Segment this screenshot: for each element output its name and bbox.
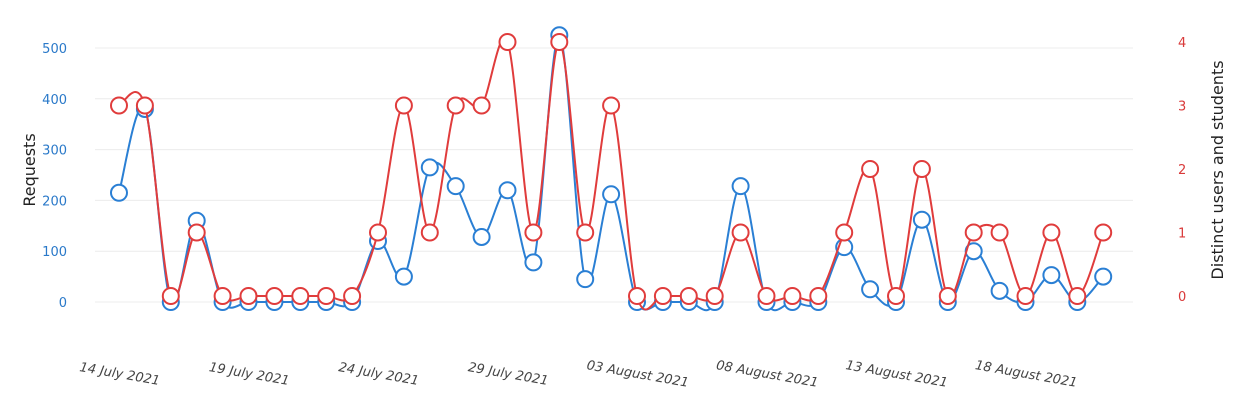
users-point xyxy=(887,287,905,305)
users-series-line xyxy=(118,37,1105,311)
users-point xyxy=(964,223,983,242)
users-point xyxy=(394,96,413,115)
users-point xyxy=(653,287,672,305)
users-point xyxy=(187,223,206,242)
y-tick-label-right: 3 xyxy=(1178,100,1186,115)
requests-point xyxy=(524,253,543,272)
y-tick-label-right: 0 xyxy=(1178,290,1186,305)
users-point xyxy=(757,287,776,305)
users-point xyxy=(990,223,1009,242)
users-point xyxy=(291,287,310,305)
y-tick-label-right: 2 xyxy=(1178,163,1186,178)
users-point xyxy=(524,223,543,242)
requests-point xyxy=(990,281,1009,300)
users-point xyxy=(420,223,439,242)
requests-point xyxy=(576,270,595,289)
y-tick-label-left: 400 xyxy=(42,93,67,108)
users-point xyxy=(369,223,387,242)
users-point xyxy=(912,160,931,178)
requests-point xyxy=(731,177,750,196)
requests-series-line xyxy=(118,34,1104,312)
users-point xyxy=(679,287,698,305)
requests-point xyxy=(420,158,439,177)
x-tick-label: 24 July 2021 xyxy=(337,360,420,389)
users-point xyxy=(239,287,258,305)
users-point xyxy=(705,287,724,305)
y-tick-label-left: 100 xyxy=(42,245,67,260)
y-tick-label-left: 300 xyxy=(42,144,67,159)
requests-point xyxy=(446,177,465,196)
requests-point xyxy=(472,227,491,246)
users-point xyxy=(550,33,569,51)
users-point xyxy=(472,96,491,115)
x-tick-label: 13 August 2021 xyxy=(844,358,948,391)
users-point xyxy=(602,96,621,115)
x-tick-label: 03 August 2021 xyxy=(585,358,689,391)
users-point xyxy=(135,96,154,115)
users-point xyxy=(343,287,362,305)
users-point xyxy=(265,287,284,305)
y-tick-label-left: 500 xyxy=(42,42,67,57)
users-point xyxy=(1042,223,1061,242)
y-axis-title-right: Distinct users and students xyxy=(1208,60,1227,279)
users-point xyxy=(213,287,232,305)
x-tick-label: 08 August 2021 xyxy=(715,358,819,391)
users-point xyxy=(1094,223,1113,242)
users-point xyxy=(446,96,465,115)
users-point xyxy=(731,223,750,242)
users-point xyxy=(317,287,336,305)
x-tick-label: 29 July 2021 xyxy=(467,360,550,389)
users-point xyxy=(1068,287,1087,305)
requests-point xyxy=(1042,266,1061,285)
requests-point xyxy=(912,210,931,229)
x-tick-label: 14 July 2021 xyxy=(78,360,161,389)
users-point xyxy=(938,287,957,305)
users-point xyxy=(1016,287,1035,305)
requests-point xyxy=(1094,267,1113,286)
users-point xyxy=(809,287,828,305)
x-tick-label: 19 July 2021 xyxy=(208,360,291,389)
users-point xyxy=(161,287,180,305)
users-point xyxy=(861,160,880,178)
y-axis-title-left: Requests xyxy=(20,133,39,206)
x-tick-label: 18 August 2021 xyxy=(974,358,1078,391)
users-point xyxy=(783,287,802,305)
y-tick-label-right: 4 xyxy=(1178,36,1186,51)
requests-point xyxy=(861,280,880,299)
users-point xyxy=(498,33,517,51)
users-point xyxy=(110,96,128,115)
y-tick-label-right: 1 xyxy=(1178,227,1186,242)
requests-point xyxy=(110,183,128,202)
requests-point xyxy=(498,181,517,200)
requests-point xyxy=(394,267,413,286)
requests-point xyxy=(602,185,621,204)
users-point xyxy=(628,287,646,305)
y-tick-label-left: 200 xyxy=(42,194,67,209)
y-tick-label-left: 0 xyxy=(59,296,67,311)
users-point xyxy=(576,223,595,242)
users-point xyxy=(835,223,854,242)
